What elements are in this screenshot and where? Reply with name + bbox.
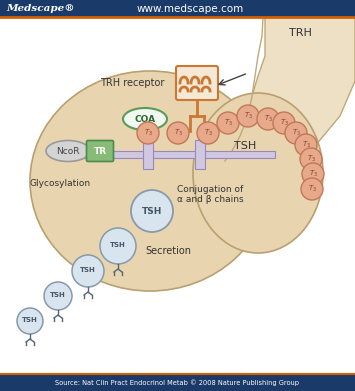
Circle shape <box>302 163 324 185</box>
Text: TSH: TSH <box>80 267 96 273</box>
Bar <box>60 151 275 158</box>
Ellipse shape <box>30 71 270 291</box>
Circle shape <box>285 122 307 144</box>
Circle shape <box>237 105 259 127</box>
Circle shape <box>17 308 43 334</box>
Text: TSH: TSH <box>142 206 162 215</box>
Circle shape <box>273 112 295 134</box>
Text: $T_3$: $T_3$ <box>263 114 273 124</box>
Text: $T_3$: $T_3$ <box>224 118 233 128</box>
Text: $T_3$: $T_3$ <box>143 128 153 138</box>
Text: $T_3$: $T_3$ <box>308 169 317 179</box>
Text: TRH receptor: TRH receptor <box>100 78 164 88</box>
Text: $T_3$: $T_3$ <box>244 111 252 121</box>
Bar <box>143 140 153 169</box>
Bar <box>195 140 205 169</box>
FancyBboxPatch shape <box>87 140 114 161</box>
Bar <box>0 374 355 391</box>
Text: TSH: TSH <box>110 242 126 248</box>
Circle shape <box>167 122 189 144</box>
Circle shape <box>257 108 279 130</box>
Circle shape <box>100 228 136 264</box>
Circle shape <box>197 122 219 144</box>
Ellipse shape <box>193 93 323 253</box>
Circle shape <box>137 122 159 144</box>
Text: $T_3$: $T_3$ <box>307 184 317 194</box>
Text: www.medscape.com: www.medscape.com <box>136 4 244 14</box>
Text: $T_3$: $T_3$ <box>279 118 289 128</box>
Circle shape <box>44 282 72 310</box>
Text: COA: COA <box>135 115 155 124</box>
Text: NcoR: NcoR <box>56 147 80 156</box>
FancyBboxPatch shape <box>176 66 218 100</box>
Text: $T_3$: $T_3$ <box>174 128 182 138</box>
Text: TSH: TSH <box>50 292 66 298</box>
Ellipse shape <box>46 140 90 161</box>
Text: TRH: TRH <box>289 28 311 38</box>
Text: TSH: TSH <box>22 317 38 323</box>
Text: TR: TR <box>93 147 106 156</box>
Bar <box>0 0 355 17</box>
Text: Medscape®: Medscape® <box>6 4 75 13</box>
Text: $T_3$: $T_3$ <box>306 154 316 164</box>
Circle shape <box>72 255 104 287</box>
Polygon shape <box>252 17 355 156</box>
Text: $T_3$: $T_3$ <box>203 128 213 138</box>
Circle shape <box>301 178 323 200</box>
Text: Glycosylation: Glycosylation <box>30 179 91 188</box>
Text: Secretion: Secretion <box>145 246 191 256</box>
Text: α and β chains: α and β chains <box>177 194 243 203</box>
Text: Source: Nat Clin Pract Endocrinol Metab © 2008 Nature Publishing Group: Source: Nat Clin Pract Endocrinol Metab … <box>55 379 299 386</box>
Text: Conjugation of: Conjugation of <box>177 185 243 194</box>
Circle shape <box>217 112 239 134</box>
Circle shape <box>131 190 173 232</box>
Text: TSH: TSH <box>234 141 256 151</box>
Circle shape <box>295 134 317 156</box>
Circle shape <box>300 148 322 170</box>
Text: $T_3$: $T_3$ <box>291 128 300 138</box>
Text: $T_3$: $T_3$ <box>301 140 311 150</box>
Ellipse shape <box>123 108 167 130</box>
